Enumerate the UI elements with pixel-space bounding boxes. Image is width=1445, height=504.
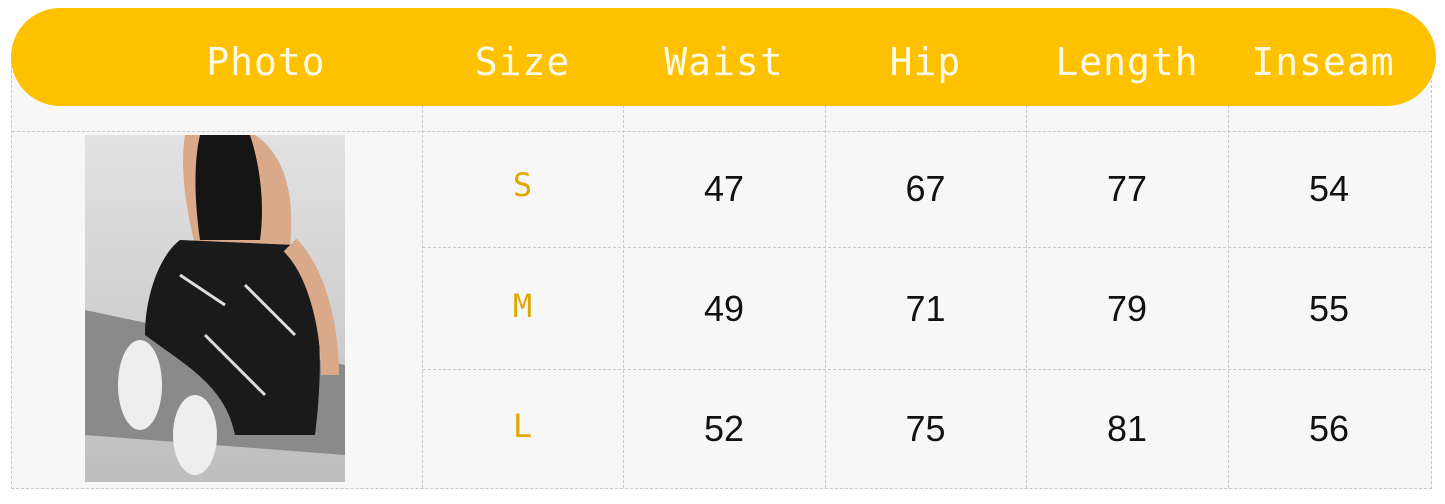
divider (825, 60, 826, 488)
divider (623, 60, 624, 488)
product-photo (85, 135, 345, 482)
length-cell: 81 (1106, 408, 1148, 449)
inseam-cell: 54 (1308, 168, 1350, 209)
length-cell: 79 (1106, 288, 1148, 329)
divider (12, 131, 1431, 132)
waist-cell: 47 (703, 168, 745, 209)
inseam-cell: 55 (1308, 288, 1350, 329)
waist-cell: 52 (703, 408, 745, 449)
header-hip: Hip (889, 40, 962, 84)
header-length: Length (1055, 40, 1199, 84)
size-cell: L (512, 407, 533, 445)
hip-cell: 67 (905, 168, 946, 209)
inseam-cell: 56 (1308, 408, 1350, 449)
divider (1026, 60, 1027, 488)
divider (423, 369, 1431, 370)
header-size: Size (474, 40, 571, 84)
hip-cell: 71 (905, 288, 946, 329)
table-header: Photo Size Waist Hip Length Inseam (11, 8, 1436, 106)
divider (423, 247, 1431, 248)
header-photo: Photo (206, 40, 326, 84)
waist-cell: 49 (703, 288, 745, 329)
size-cell: M (512, 287, 533, 325)
header-waist: Waist (664, 40, 784, 84)
size-cell: S (512, 166, 533, 204)
divider (1228, 60, 1229, 488)
length-cell: 77 (1106, 168, 1148, 209)
header-inseam: Inseam (1251, 40, 1395, 84)
hip-cell: 75 (905, 408, 946, 449)
divider (422, 60, 423, 488)
